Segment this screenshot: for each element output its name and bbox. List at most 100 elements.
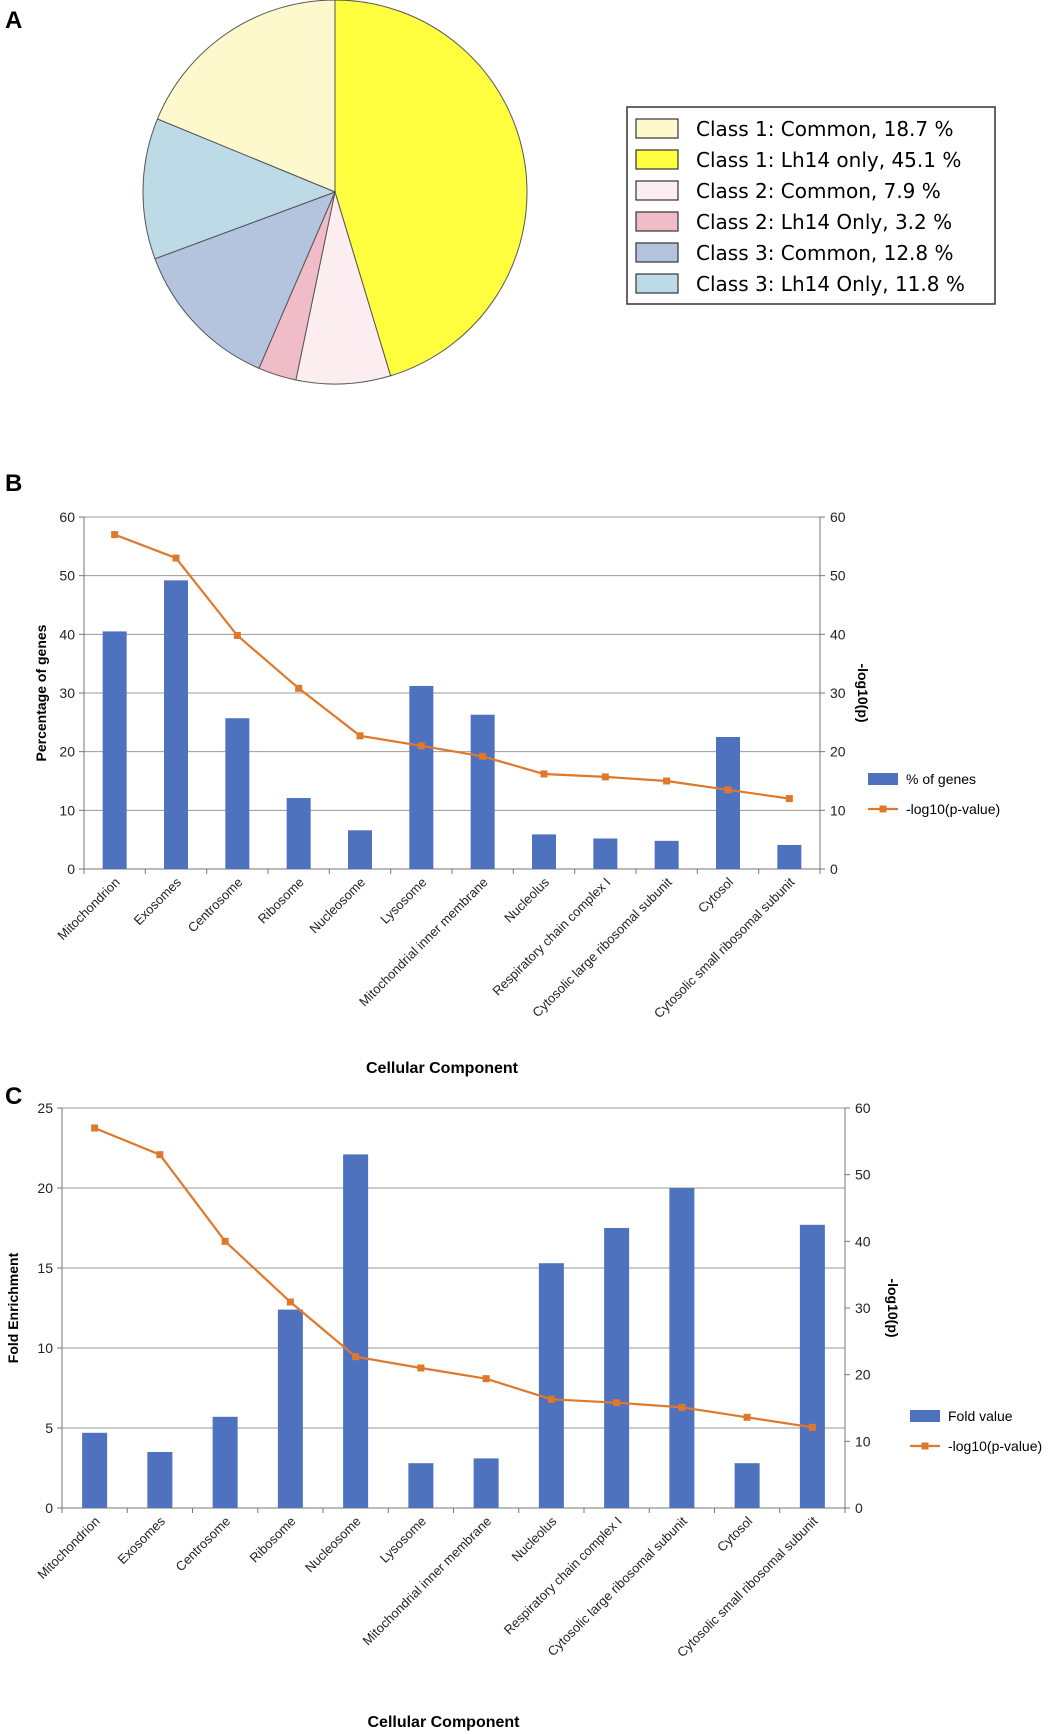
y2-tick-label: 0 [830,861,838,877]
pie-legend: Class 1: Common, 18.7 % Class 1: Lh14 onl… [626,106,996,305]
x-category-label: Exosomes [131,874,185,928]
y-tick-label: 40 [59,626,75,642]
line-marker [233,632,241,640]
bar [532,834,556,869]
x-category-label: Nucleolus [509,1513,560,1564]
line-marker [601,773,609,781]
y-tick-label: 50 [59,568,75,584]
pie-legend-box [626,106,996,305]
pie-slice [295,191,392,385]
line-marker [417,1364,425,1372]
line-marker [221,1237,229,1245]
line-marker [547,1395,555,1403]
line-marker [286,1298,294,1306]
bar [799,1224,825,1508]
pie-legend-label: Class 3: Common, 12.8 % [696,241,953,265]
line-marker [613,1399,621,1407]
y2-tick-label: 20 [830,744,846,760]
x-category-label: Cytosol [695,874,736,915]
line-marker [482,1375,490,1383]
x-category-label: Centrosome [185,875,246,936]
x-axis-title: Cellular Component [367,1714,520,1731]
line-marker [356,732,364,740]
pie-chart [142,0,528,385]
pie-slice [334,0,528,377]
x-category-label: Ribosome [247,1514,299,1566]
line-series [114,533,790,800]
line-marker [743,1413,751,1421]
line-marker [663,777,671,785]
y2-tick-label: 60 [855,1100,871,1116]
panel-label-a: A [5,7,22,34]
x-category-label: Lysosome [377,875,429,927]
line-series [94,1126,813,1429]
pie-legend-label: Class 1: Common, 18.7 % [696,117,953,141]
y-tick-label: 60 [59,509,75,525]
y-tick-label: 5 [45,1420,53,1436]
bar [777,844,802,869]
line-marker [172,554,180,562]
pie-legend-label: Class 1: Lh14 only, 45.1 % [696,148,961,172]
pie-legend-swatch [635,242,679,263]
pie-legend-swatch [635,118,679,139]
y2-tick-label: 10 [855,1433,871,1449]
line-marker [785,795,793,803]
x-category-label: Nucleolus [501,874,552,925]
bar [212,1416,238,1508]
line-marker [724,786,732,794]
bar [408,1463,434,1508]
bar [470,714,495,869]
x-category-label: Cytosolic large ribosomal subunit [544,1513,690,1659]
x-category-label: Mitochondrial inner membrane [359,1514,494,1649]
bar [716,737,740,869]
legend-line-label: -log10(p-value) [906,801,1000,817]
legend-bar-label: Fold value [948,1408,1013,1424]
y-tick-label: 20 [37,1180,53,1196]
bar [102,631,127,869]
x-category-label: Nucleosome [306,875,368,937]
pie-slice [142,118,337,260]
line-marker [352,1353,360,1361]
x-category-label: Respiratory chain complex I [501,1514,625,1638]
x-category-label: Respiratory chain complex I [489,875,613,999]
pie-slice [156,0,336,193]
x-axis-title: Cellular Component [366,1060,519,1077]
legend-line-label: -log10(p-value) [948,1438,1042,1454]
x-category-label: Mitochondrial inner membrane [356,875,491,1010]
y2-tick-label: 50 [855,1167,871,1183]
y2-axis-title: -log10(p) [885,1278,901,1337]
x-category-label: Cytosol [714,1513,755,1554]
y2-tick-label: 50 [830,568,846,584]
bar [225,718,250,869]
bar [473,1458,499,1508]
line-marker [91,1124,99,1132]
y-tick-label: 25 [37,1100,53,1116]
legend-bar-label: % of genes [906,771,976,787]
y2-tick-label: 40 [830,626,846,642]
y-axis-title: Percentage of genes [33,624,49,761]
y2-axis-title: -log10(p) [855,663,871,722]
panel-label-b: B [5,470,22,497]
chart-c: 0 5 10 15 20 25 0 10 20 30 40 50 60 Mitochondrion Exos… [5,1100,1042,1731]
y2-tick-label: 20 [855,1367,871,1383]
x-category-label: Lysosome [377,1514,429,1566]
legend-line-marker [921,1442,929,1450]
bar [147,1452,173,1508]
legend-bar-swatch [910,1410,940,1422]
pie-legend-swatch [635,211,679,232]
chart-b: 0 10 20 30 40 50 60 0 10 20 30 40 50 60 Mitochondrion E… [33,509,1000,1077]
x-category-label: Mitochondrion [34,1514,102,1582]
y-tick-label: 30 [59,685,75,701]
line-marker [417,742,425,750]
bar [82,1432,108,1508]
bar [286,798,311,869]
bar [538,1263,564,1508]
y2-tick-label: 30 [830,685,846,701]
y2-tick-label: 0 [855,1500,863,1516]
bar [343,1154,369,1508]
pie-legend-swatch [635,273,679,294]
x-category-label: Ribosome [255,875,307,927]
bar [593,838,618,869]
bar [734,1463,760,1508]
